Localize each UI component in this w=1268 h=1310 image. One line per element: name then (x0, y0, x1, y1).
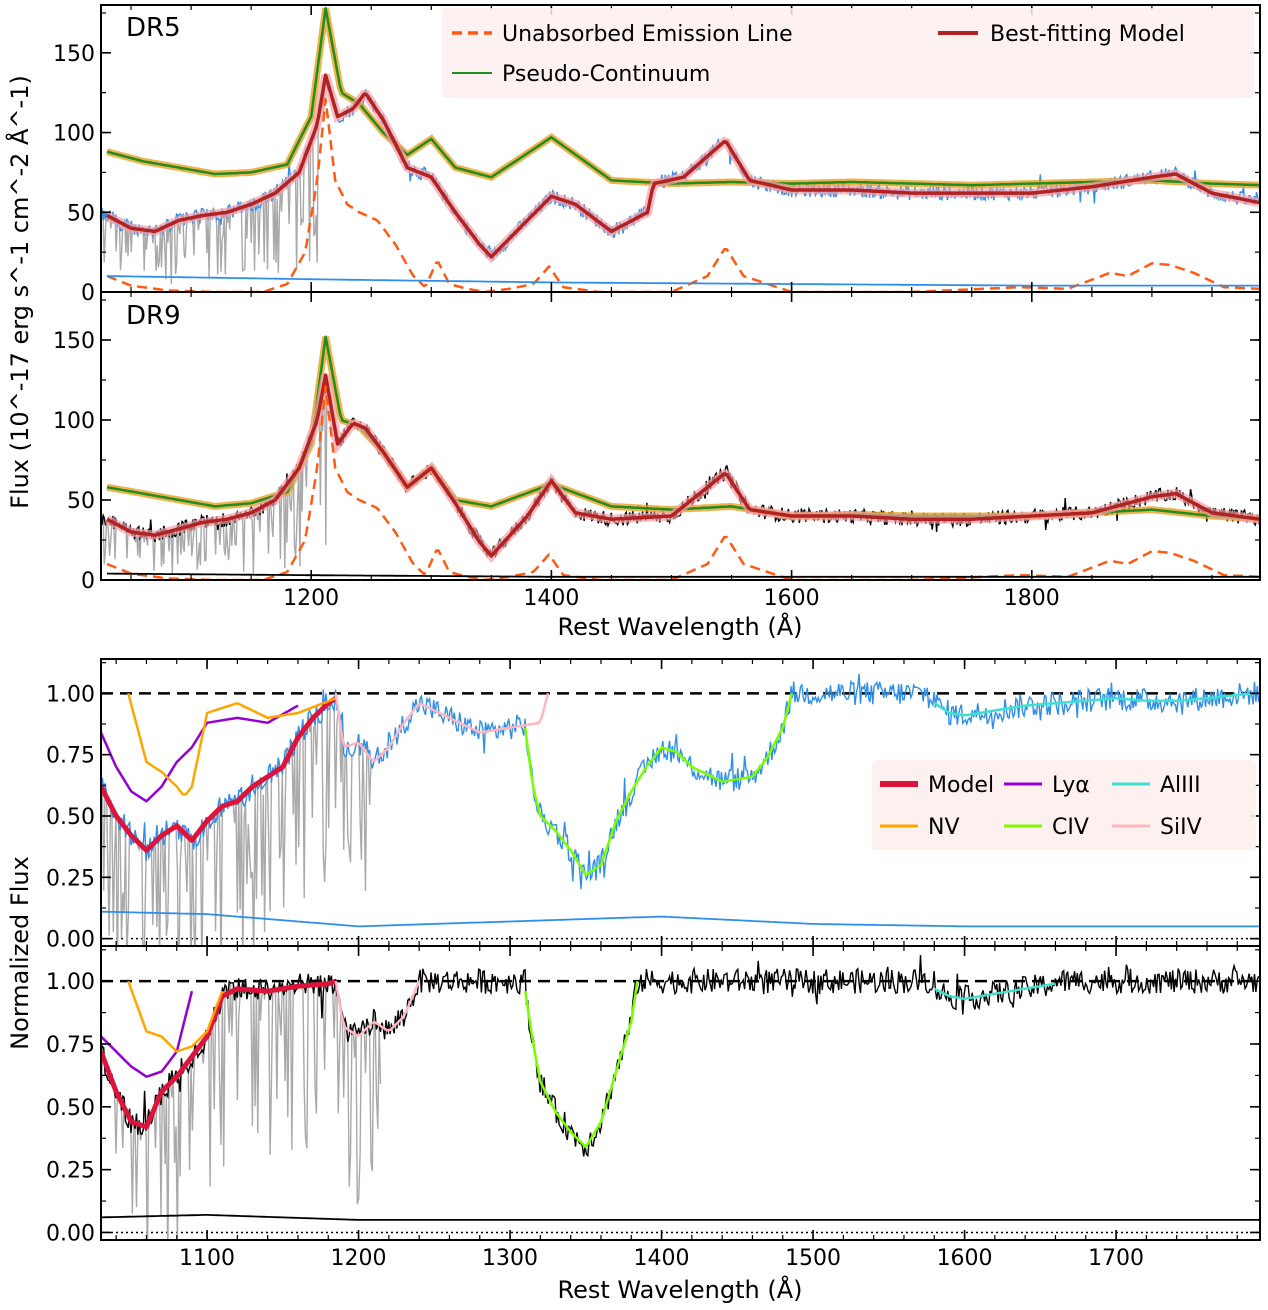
y-tick-label: 0.75 (46, 744, 95, 769)
series-ly- (101, 704, 299, 803)
y-tick-label: 0.25 (46, 866, 95, 891)
y-tick-label: 1.00 (46, 970, 95, 995)
y-tick-label: 0.50 (46, 1096, 95, 1121)
series-flux-error (107, 572, 1260, 578)
y-tick-label: 0 (81, 569, 95, 594)
y-tick-label: 50 (67, 201, 95, 226)
legend-line-nv-label: NV (928, 815, 960, 840)
panel-4: 1100 1200 1300 1400 1500 1600 1700 0.00 0.25 0.50… (46, 945, 1261, 1271)
series-siiv (334, 692, 550, 762)
series-unabsorbed-emission-line (106, 97, 1260, 292)
series-nv (127, 980, 224, 1053)
panel-title: DR9 (126, 301, 181, 331)
x-tick-label: 1100 (179, 1246, 235, 1271)
panel-3: 0.00 0.25 0.50 0.75 1.00 (46, 658, 1261, 953)
flux-ylabel: Flux (10^-17 erg s^-1 cm^-2 Å^-1) (5, 75, 34, 509)
y-tick-label: 0.00 (46, 928, 95, 953)
x-tick-label: 1700 (1088, 1246, 1144, 1271)
legend-line-al3-label: AlIII (1160, 773, 1201, 798)
panel-2-plot (101, 335, 1260, 580)
legend-lines-box (872, 760, 1256, 850)
series-flux-error (101, 910, 1260, 928)
panel-4-plot (101, 955, 1260, 1240)
panel-3-plot (101, 673, 1260, 946)
top-xlabel: Rest Wavelength (Å) (557, 612, 802, 641)
legend-top: Unabsorbed Emission Line Best-fitting Mo… (442, 8, 1254, 98)
legend-model-label: Best-fitting Model (990, 22, 1185, 47)
y-tick-label: 50 (67, 489, 95, 514)
x-tick-label: 1600 (764, 586, 820, 611)
series-nv (127, 692, 337, 796)
legend-line-siiv-label: SiIV (1160, 815, 1202, 840)
x-tick-label: 1800 (1004, 586, 1060, 611)
legend-line-lya-label: Lyα (1052, 773, 1090, 798)
panel-frame (100, 945, 1261, 1241)
panel-frame (100, 291, 1261, 581)
series-ly- (101, 990, 194, 1078)
panel-2: 1200 1400 1600 1800 0 50 100 150 DR9 (53, 291, 1261, 611)
legend-lines: Model Lyα AlIII NV CIV SiIV (872, 760, 1256, 850)
y-tick-label: 0.25 (46, 1159, 95, 1184)
bottom-xlabel: Rest Wavelength (Å) (557, 1275, 802, 1304)
y-tick-label: 0.00 (46, 1221, 95, 1246)
panel-1: 0 50 100 150 DR5 (53, 4, 1261, 306)
legend-line-model-label: Model (928, 773, 994, 798)
x-tick-label: 1500 (785, 1246, 841, 1271)
x-tick-label: 1600 (937, 1246, 993, 1271)
panel-1-plot (101, 6, 1260, 292)
x-tick-label: 1400 (523, 586, 579, 611)
series-civ (523, 692, 794, 877)
y-tick-label: 0 (81, 281, 95, 306)
observed-spectrum (101, 381, 1260, 559)
y-tick-label: 100 (53, 409, 95, 434)
y-tick-label: 1.00 (46, 682, 95, 707)
series-unabsorbed-emission-line (106, 385, 1260, 580)
y-tick-label: 0.50 (46, 805, 95, 830)
x-tick-label: 1400 (634, 1246, 690, 1271)
y-tick-label: 150 (53, 329, 95, 354)
x-tick-label: 1200 (283, 586, 339, 611)
y-tick-label: 150 (53, 42, 95, 67)
y-tick-label: 0.75 (46, 1033, 95, 1058)
series-pseudo-continuum (106, 6, 1260, 187)
normalized-flux-ylabel: Normalized Flux (6, 856, 34, 1050)
series-aliii (933, 692, 1253, 717)
legend-continuum-label: Pseudo-Continuum (502, 62, 710, 87)
series-best-fitting-model (106, 373, 1260, 558)
panel-title: DR5 (126, 13, 181, 43)
series-flux-error (107, 275, 1260, 287)
y-tick-label: 100 (53, 122, 95, 147)
legend-top-box (442, 8, 1254, 98)
series-flux-error (101, 1214, 1260, 1221)
x-tick-label: 1200 (331, 1246, 387, 1271)
legend-line-civ-label: CIV (1052, 815, 1089, 840)
x-tick-label: 1300 (482, 1246, 538, 1271)
observed-spectrum (101, 955, 1260, 1158)
series-model (101, 978, 337, 1130)
series-model (101, 696, 338, 853)
series-civ (523, 981, 639, 1149)
series-aliii (933, 982, 1056, 1001)
legend-emission-label: Unabsorbed Emission Line (502, 22, 793, 47)
series-best-fitting-model (106, 73, 1260, 259)
series-siiv (334, 980, 421, 1037)
